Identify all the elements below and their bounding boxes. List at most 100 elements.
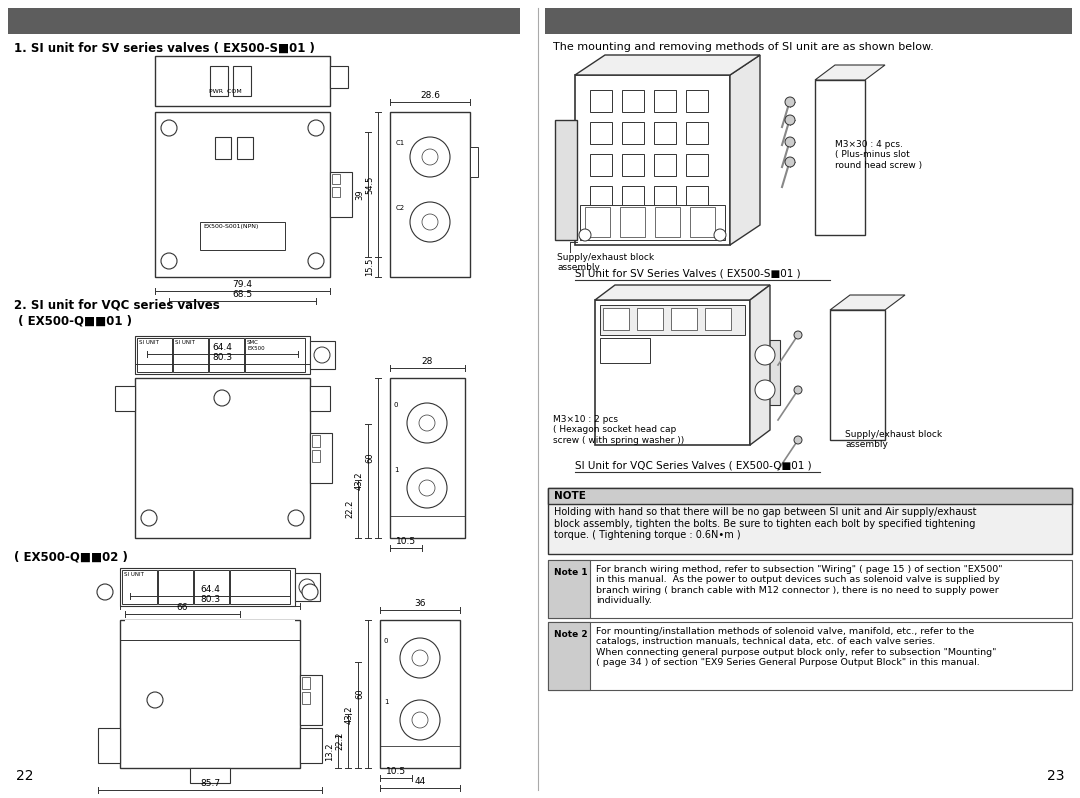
Circle shape — [308, 253, 324, 269]
Bar — [302, 692, 310, 704]
Bar — [654, 90, 676, 112]
Text: 80.3: 80.3 — [200, 595, 220, 604]
Bar — [622, 90, 644, 112]
Bar — [548, 622, 1072, 690]
Polygon shape — [831, 295, 905, 310]
Bar — [173, 338, 208, 372]
Circle shape — [410, 202, 450, 242]
Text: 1: 1 — [384, 699, 389, 705]
Bar — [295, 573, 320, 601]
Text: SI UNIT: SI UNIT — [139, 340, 159, 345]
Circle shape — [785, 97, 795, 107]
Text: 13.2: 13.2 — [325, 743, 334, 761]
Bar — [312, 450, 320, 462]
Text: Note 1: Note 1 — [554, 568, 588, 577]
Circle shape — [794, 331, 802, 339]
Bar — [390, 378, 465, 538]
Circle shape — [794, 436, 802, 444]
Text: M3×10 : 2 pcs
( Hexagon socket head cap
screw ( with spring washer )): M3×10 : 2 pcs ( Hexagon socket head cap … — [553, 415, 685, 444]
Circle shape — [161, 253, 177, 269]
Bar — [654, 154, 676, 176]
Bar — [237, 137, 253, 159]
Bar — [620, 207, 645, 237]
Text: 36: 36 — [415, 599, 426, 608]
Circle shape — [407, 468, 447, 508]
Bar — [654, 122, 676, 144]
Bar — [135, 336, 310, 374]
Circle shape — [755, 380, 775, 400]
Bar — [622, 154, 644, 176]
Text: Supply/exhaust block
assembly: Supply/exhaust block assembly — [557, 253, 654, 272]
Bar — [330, 172, 352, 217]
Bar — [114, 386, 135, 411]
Bar — [332, 187, 340, 197]
Text: 22.2: 22.2 — [335, 732, 345, 750]
Text: 79.4: 79.4 — [232, 280, 253, 289]
Bar — [210, 66, 228, 96]
Text: 23: 23 — [1047, 769, 1064, 783]
Bar — [190, 768, 230, 783]
Text: 54.5: 54.5 — [365, 176, 374, 194]
Text: Supply/exhaust block
assembly: Supply/exhaust block assembly — [845, 430, 942, 449]
Circle shape — [97, 584, 113, 600]
Bar — [600, 338, 650, 363]
Text: 28.6: 28.6 — [420, 91, 440, 100]
Circle shape — [214, 390, 230, 406]
Bar — [156, 112, 330, 277]
Text: 43.2: 43.2 — [355, 472, 364, 490]
Circle shape — [422, 149, 438, 165]
Bar — [548, 488, 1072, 554]
Text: 0: 0 — [394, 402, 399, 408]
Text: Holding with hand so that there will be no gap between SI unit and Air supply/ex: Holding with hand so that there will be … — [554, 507, 976, 540]
Circle shape — [161, 120, 177, 136]
Circle shape — [400, 700, 440, 740]
Text: 80.3: 80.3 — [213, 353, 232, 362]
Circle shape — [785, 157, 795, 167]
Bar — [590, 122, 612, 144]
Text: Note 2: Note 2 — [554, 630, 588, 639]
Text: 1: 1 — [394, 467, 399, 473]
Circle shape — [400, 638, 440, 678]
Text: 10.5: 10.5 — [396, 537, 416, 546]
Circle shape — [147, 692, 163, 708]
Circle shape — [714, 229, 726, 241]
Bar — [470, 147, 478, 177]
Bar — [122, 570, 157, 604]
Bar — [654, 207, 680, 237]
Bar — [125, 620, 295, 650]
Bar — [300, 675, 322, 725]
Text: 10.5: 10.5 — [386, 767, 406, 776]
Bar — [590, 90, 612, 112]
Bar — [137, 338, 172, 372]
Text: 64.4: 64.4 — [200, 585, 220, 594]
Text: SMC
EX500: SMC EX500 — [247, 340, 265, 351]
Text: 60: 60 — [365, 452, 374, 464]
Text: For branch wiring method, refer to subsection "Wiring" ( page 15 ) of section "E: For branch wiring method, refer to subse… — [596, 565, 1002, 605]
Bar — [548, 488, 1072, 504]
Text: Dimensions ( unit : mm ): Dimensions ( unit : mm ) — [16, 14, 240, 29]
Text: 1. SI unit for SV series valves ( EX500-S■01 ): 1. SI unit for SV series valves ( EX500-… — [14, 42, 315, 55]
Bar — [233, 66, 251, 96]
Bar — [135, 378, 310, 538]
Bar — [590, 186, 612, 208]
Bar — [300, 728, 322, 763]
Bar — [230, 570, 291, 604]
Circle shape — [419, 480, 435, 496]
Bar — [330, 66, 348, 88]
Bar — [8, 8, 519, 34]
Circle shape — [299, 579, 315, 595]
Polygon shape — [730, 55, 760, 245]
Text: SI UNIT: SI UNIT — [124, 572, 144, 577]
Text: The mounting and removing methods of SI unit are as shown below.: The mounting and removing methods of SI … — [553, 42, 934, 52]
Circle shape — [288, 510, 303, 526]
Bar — [750, 340, 780, 405]
Text: ( EX500-Q■■02 ): ( EX500-Q■■02 ) — [14, 550, 127, 563]
Circle shape — [419, 415, 435, 431]
Polygon shape — [575, 55, 760, 75]
Bar — [686, 90, 708, 112]
Circle shape — [579, 229, 591, 241]
Text: ( EX500-Q■■01 ): ( EX500-Q■■01 ) — [14, 314, 132, 327]
Bar — [690, 207, 715, 237]
Text: 28: 28 — [422, 357, 433, 366]
Text: 44: 44 — [415, 777, 426, 786]
